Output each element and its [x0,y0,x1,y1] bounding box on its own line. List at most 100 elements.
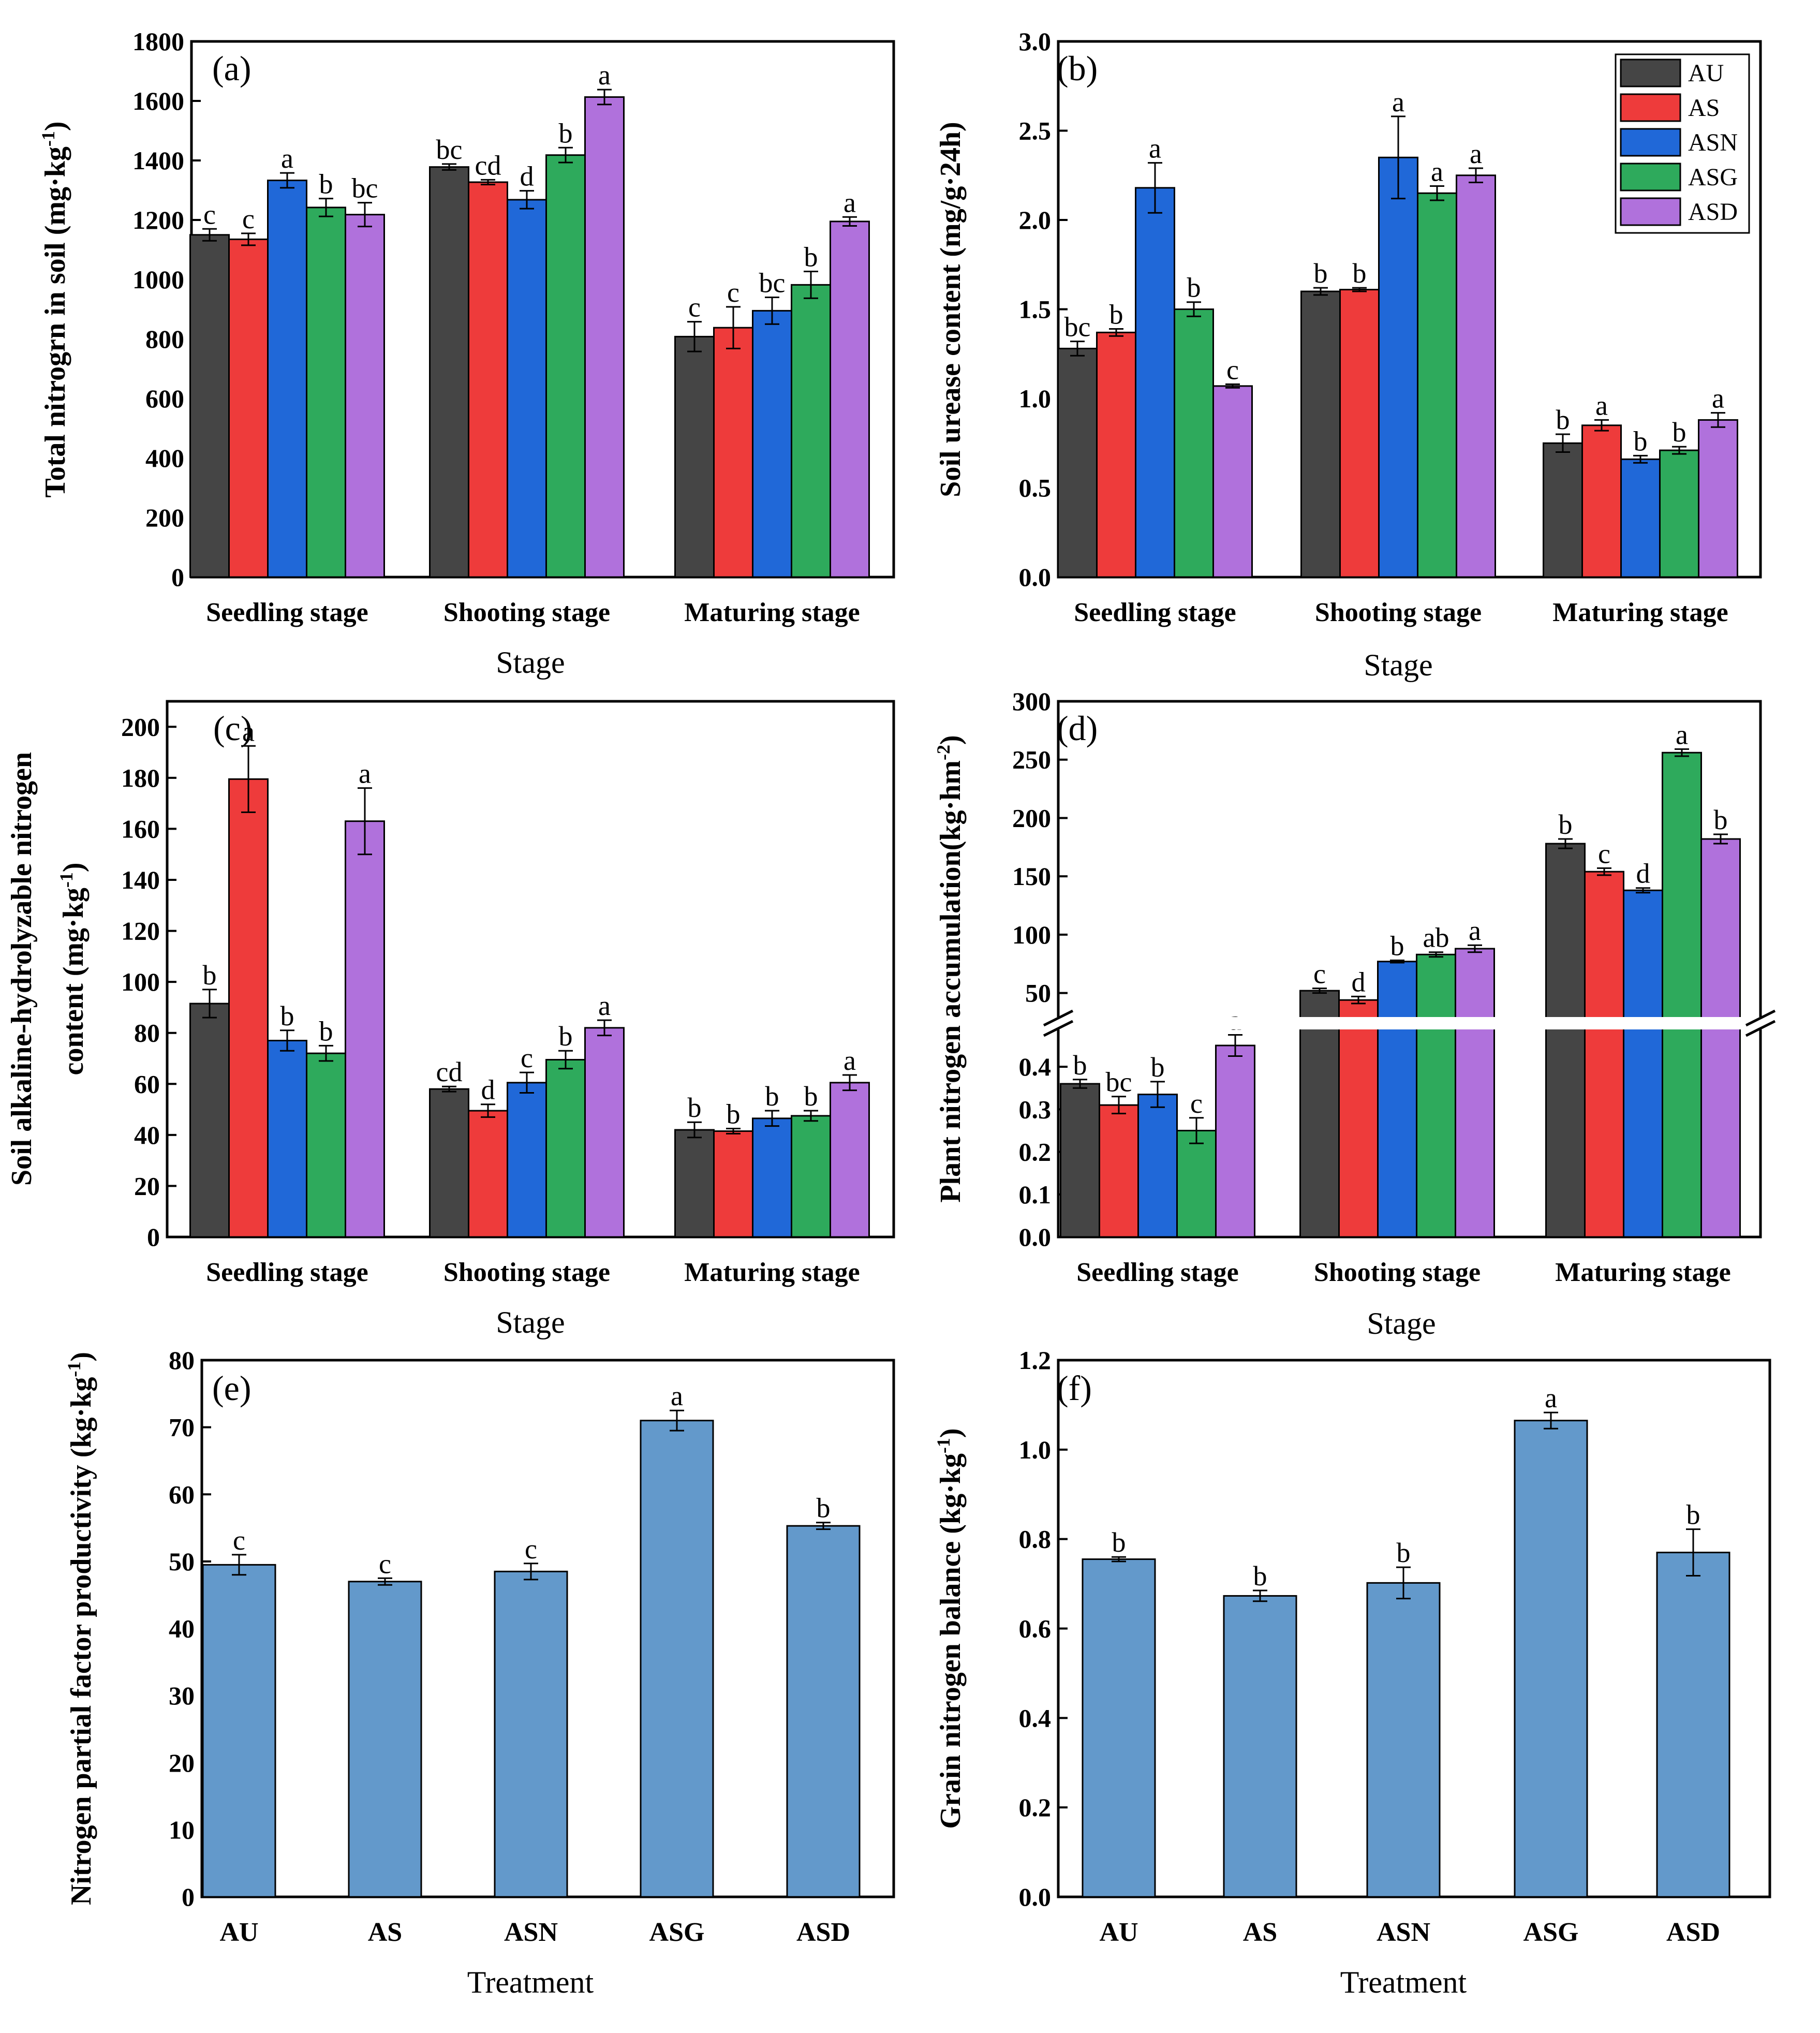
y-axis-title-close: ) [935,1428,967,1438]
error-bar-asd [358,202,372,228]
error-bar-asg [804,1110,818,1122]
error-bar-asn [280,1029,294,1052]
error-bar-asd [1711,412,1725,428]
bar-asn [494,1570,568,1898]
panel-a-ytick-label: 1200 [132,205,184,234]
x-category-label: Seedling stage [1076,1258,1238,1287]
x-axis-title: Stage [496,645,565,680]
bar-asg [1514,1420,1588,1898]
significance-letter: b [203,960,217,991]
panel-f-ytick-label: 0.0 [1019,1882,1052,1911]
bar-asg [306,207,346,578]
bar-asn [1366,1582,1441,1898]
x-axis-title: Stage [1364,648,1432,682]
x-axis-title: Treatment [1340,1965,1467,1999]
bar-au [674,1129,715,1238]
panel-e-ytick-label: 10 [169,1815,195,1844]
significance-letter: c [203,199,216,230]
panel-c-ytick-label: 100 [121,967,160,996]
y-axis-title-line2-close: ) [57,862,90,872]
significance-letter: b [688,1092,702,1123]
panel-a-ytick-label: 800 [145,325,184,353]
bar-au [674,335,715,578]
bar-as [1338,999,1379,1238]
significance-letter: a [844,187,856,218]
significance-letter: b [1673,417,1686,448]
error-bar-asd [1228,1034,1242,1057]
x-category-label: ASG [649,1918,705,1947]
error-bar-as [1253,1589,1267,1602]
panel-e-ytick-label: 70 [169,1413,195,1442]
significance-letter: ab [1423,922,1449,953]
significance-letter: b [1714,804,1728,835]
significance-letter: a [242,716,255,747]
significance-letter: b [1073,1050,1087,1081]
error-bar-asn [280,172,294,189]
bar-asg [1416,953,1456,1238]
legend-label-asn: ASN [1688,129,1738,156]
y-axis-title: Grain nitrogen balance (kg·kg-1) [933,1428,967,1829]
error-bar-asd [1469,167,1483,184]
significance-letter: a [281,143,293,174]
panel-a-ytick-label: 400 [145,444,184,473]
panel-b-ytick-label: 1.0 [1019,384,1052,413]
bar-asn [1620,458,1661,578]
error-bar-asd [1686,1528,1700,1577]
significance-letter: a [1545,1382,1557,1413]
panel-d-upper-ytick-label: 250 [1012,745,1051,774]
bar-asd [1656,1552,1730,1898]
error-bar-asd [1713,833,1728,845]
bar-as [1339,289,1380,578]
legend: AU AS ASN ASG ASD [1615,53,1750,234]
x-category-label: Seedling stage [206,598,368,627]
legend-label-asg: ASG [1688,164,1738,191]
significance-letter: b [1314,258,1328,289]
bar-au [202,1564,276,1898]
panel-label: (b) [1057,49,1098,88]
panel-a-ytick-label: 1400 [132,146,184,175]
significance-letter: d [1636,858,1650,889]
significance-letter: c [233,1525,245,1556]
bar-asg [1417,192,1457,578]
x-category-label: ASD [1666,1918,1720,1947]
significance-letter: a [1431,156,1443,187]
error-bar-as [1109,328,1123,337]
bar-asd [830,1082,870,1238]
x-category-label: AU [219,1918,258,1947]
x-category-label: Maturing stage [1552,598,1728,627]
significance-letter: bc [1064,312,1091,343]
x-category-label: Maturing stage [684,598,860,627]
panel-f-ytick-label: 1.2 [1019,1346,1052,1375]
x-category-label: Shooting stage [443,1258,610,1287]
error-bar-au [1112,1556,1126,1563]
significance-letter: d [1352,966,1366,997]
x-category-label: AS [368,1918,402,1947]
bar-asn [1378,156,1418,578]
bar-asn [507,199,547,578]
bar-asd [584,1027,625,1238]
bar-asd [345,820,385,1238]
axis-break-mark [1043,1009,1074,1027]
significance-letter: b [1397,1537,1411,1568]
bar-au [1300,290,1341,578]
panel-d-lower-ytick-label: 0.3 [1019,1095,1052,1124]
bar-asg [640,1420,714,1898]
panel-d-upper-ytick-label: 300 [1012,687,1051,716]
error-bar-au [442,1085,456,1093]
panel-c: 0 20 40 60 80 100 120 140 160 180 200 Seedling stag… [6,700,895,1339]
error-bar-asd [1468,944,1482,953]
bar-asg [791,1115,831,1238]
bar-as [1099,1104,1139,1238]
y-axis-title-line2-superscript: -1 [56,872,77,888]
error-bar-as [378,1577,392,1586]
x-category-label: Seedling stage [206,1258,368,1287]
legend-swatch-au [1620,58,1681,87]
error-bar-asn [765,1110,779,1127]
bar-au [1299,990,1340,1238]
error-bar-asd [842,216,857,227]
bar-as [713,1130,753,1238]
bar-asd [786,1525,861,1898]
panel-e: 0 10 20 30 40 50 60 70 80 AU c AS c ASN c ASG a ASD b (e) Tr… [64,1346,895,1999]
error-bar-asg [558,1050,573,1070]
error-bar-as [241,745,256,813]
